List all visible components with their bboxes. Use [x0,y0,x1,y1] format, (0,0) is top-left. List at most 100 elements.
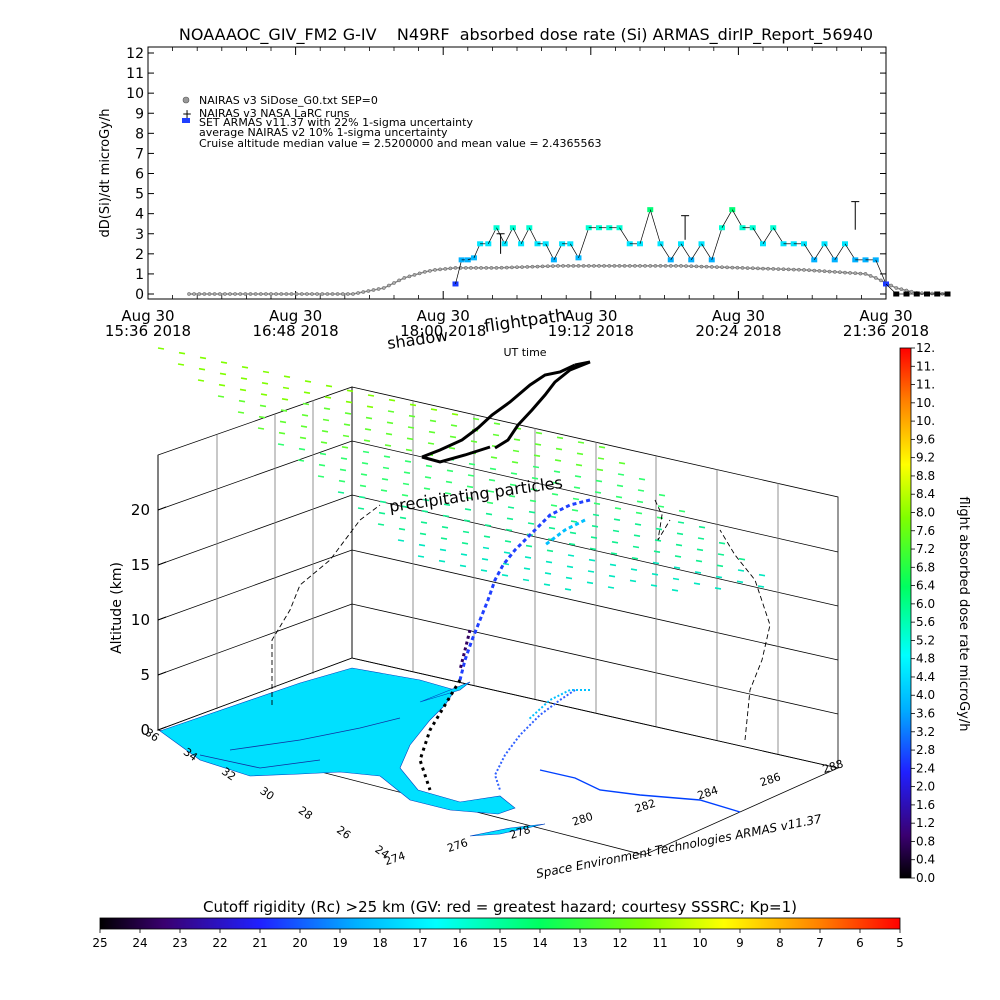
particle-mark [385,432,393,436]
particle-mark [319,452,327,456]
particle-mark [238,399,246,403]
series-marks [187,201,951,297]
particle-mark [359,484,367,488]
particle-mark [523,567,531,570]
particle-mark [717,553,725,556]
particle-mark [522,578,530,582]
particle-mark [257,427,265,430]
particle-mark [672,577,680,581]
colorbar-tick-label: 2.4 [916,761,935,775]
nairas-point [684,264,688,268]
particle-mark [400,505,408,508]
nairas-point [592,264,596,268]
rigidity-tick-label: 15 [492,936,507,950]
nairas-point [771,267,776,271]
particle-mark [304,380,312,383]
rigidity-tick-label: 24 [132,936,147,950]
nairas-point [879,278,883,283]
colorbar-tick-label: 4.8 [916,652,935,666]
lon-tick-label: 276 [445,836,469,855]
rigidity-tick-label: 12 [612,936,627,950]
nairas-point [638,264,642,268]
particle-mark [531,477,539,480]
z-tick [157,561,167,566]
nairas-point [212,292,217,296]
nairas-point [412,273,417,277]
particle-mark [632,545,640,549]
particle-mark [513,438,521,441]
y-tick-label: 6 [135,167,144,183]
armas-connector [649,209,661,244]
particle-mark [448,446,456,450]
plot-frame [147,46,887,300]
armas-connector [813,243,825,261]
particle-mark [675,543,683,547]
particle-mark [505,528,513,532]
particle-mark [634,523,642,526]
particle-mark [631,557,639,560]
nairas-point [699,264,704,269]
particle-mark [418,543,426,547]
precipitating-particles [157,347,766,592]
particle-mark [655,527,663,531]
nairas-point [499,265,504,270]
particle-mark [694,571,702,574]
particle-mark [367,394,375,397]
particle-mark [504,540,512,543]
particle-mark [387,410,395,413]
nairas-point [843,270,847,275]
lon-tick-label: 282 [633,797,657,816]
particle-mark [429,419,437,423]
particle-mark [693,582,701,585]
particle-mark [365,416,373,420]
nairas-point [376,287,381,291]
nairas-point [443,267,448,271]
nairas-point [807,268,811,273]
nairas-point [520,265,524,269]
particle-mark [610,552,618,555]
z-axis-ticks: 0 5 10 15 20 [131,501,167,739]
nairas-point [766,266,770,271]
particle-mark [218,383,226,387]
particle-mark [237,411,245,414]
armas-connector [660,243,672,261]
particle-mark [278,431,286,435]
particle-mark [736,580,744,584]
nairas-point [366,289,371,293]
particle-mark [468,462,476,466]
particle-mark [635,511,643,515]
nairas-point [310,292,314,296]
particle-mark [614,507,622,510]
particle-mark [408,414,416,418]
lon-tick-label: 280 [571,810,595,829]
armas-connector [512,227,522,244]
particle-mark [338,479,346,483]
particle-mark [576,452,584,456]
nairas-point [381,286,386,290]
particle-mark [492,433,500,437]
colorbar-tick-label: 9.2 [916,451,935,465]
particle-mark [608,574,616,578]
legend-label: average NAIRAS v2 10% 1-sigma uncertaint… [199,126,448,139]
particle-mark [501,574,509,577]
nairas-point [494,266,499,270]
particle-mark [673,566,681,569]
armas-connector [578,227,590,258]
particle-mark [406,437,414,441]
colorbar-label: flight absorbed dose rate microGy/h [956,497,971,732]
particle-mark [698,525,706,529]
particle-mark [544,572,552,575]
particle-mark [298,447,306,451]
nairas-point [730,265,735,270]
nairas-point [689,264,694,269]
particle-mark [577,441,585,444]
nairas-point [530,264,535,269]
legend: NAIRAS v3 SiDose_G0.txt SEP=0 + NAIRAS v… [182,94,602,150]
particle-mark [615,495,623,499]
legend-label: SET ARMAS v11.37 with 22% 1-sigma uncert… [199,116,473,129]
armas-connector [824,243,836,261]
y-tick-label: 10 [126,86,144,102]
particle-mark [512,449,520,453]
nairas-point [453,266,458,270]
